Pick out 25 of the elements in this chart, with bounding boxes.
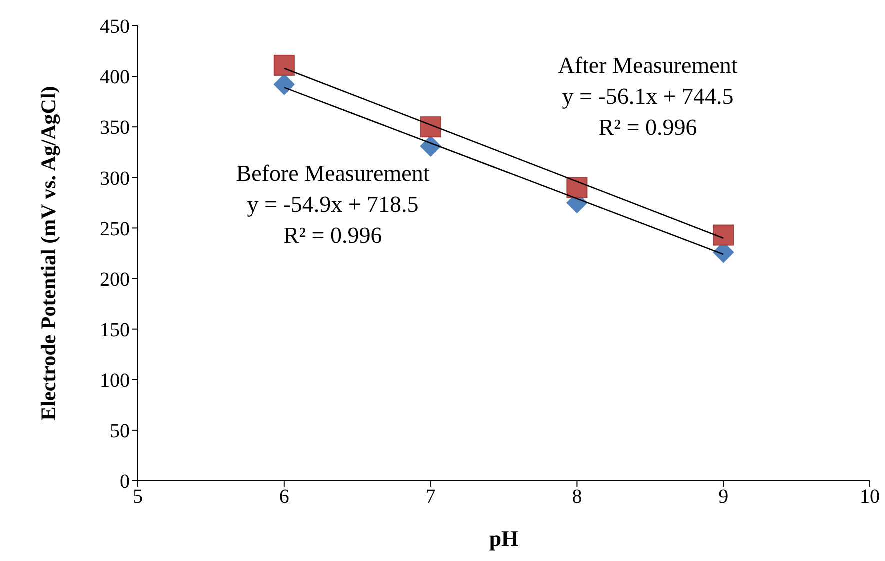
y-tick-label: 200 — [100, 268, 130, 291]
x-axis-title: pH — [489, 526, 519, 551]
x-tick-label: 6 — [279, 486, 290, 508]
x-tick-label: 10 — [860, 486, 880, 508]
point — [420, 116, 442, 138]
y-tick-label: 250 — [100, 218, 130, 240]
x-tick-label: 8 — [572, 486, 582, 508]
point — [274, 74, 295, 96]
y-tick-label: 300 — [100, 168, 130, 190]
y-tick-label: 350 — [100, 117, 130, 140]
annotation: After Measurement y = -56.1x + 744.5 R² = 0.996 — [558, 52, 738, 142]
y-tick-label: 0 — [120, 471, 130, 494]
y-tick-label: 400 — [100, 66, 130, 89]
y-tick-label: 150 — [100, 319, 130, 342]
point — [566, 177, 588, 198]
annotation: Before Measurement y = -54.9x + 718.5 R² = 0.996 — [236, 160, 430, 250]
y-tick-label: 450 — [100, 16, 130, 38]
y-axis-title: Electrode Potential (mV vs. Ag/AgCl) — [36, 86, 60, 421]
x-tick-label: 5 — [133, 486, 143, 508]
x-tick-label: 7 — [426, 486, 436, 508]
point — [274, 54, 295, 76]
point — [713, 224, 734, 246]
x-tick-label: 9 — [718, 486, 729, 508]
y-tick-label: 50 — [110, 420, 130, 443]
y-tick-label: 100 — [100, 370, 130, 392]
